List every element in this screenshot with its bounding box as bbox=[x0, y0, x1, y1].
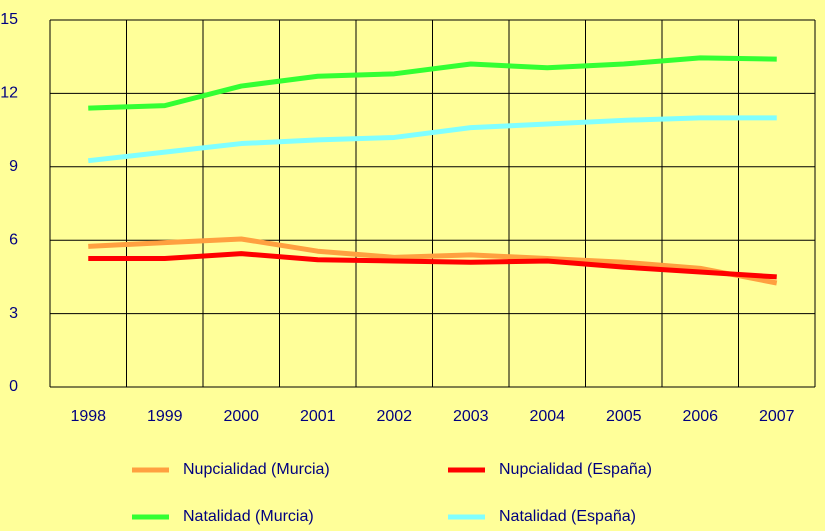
x-tick-label: 1999 bbox=[147, 408, 183, 425]
series-line bbox=[88, 251, 777, 280]
x-tick-label: 2002 bbox=[376, 408, 412, 425]
legend-label: Natalidad (España) bbox=[499, 508, 636, 525]
x-tick-label: 1998 bbox=[70, 408, 106, 425]
series-line bbox=[88, 55, 777, 111]
y-tick-label: 6 bbox=[9, 231, 18, 248]
series-line bbox=[88, 236, 778, 286]
x-tick-label: 2004 bbox=[529, 408, 565, 425]
x-tick-label: 2001 bbox=[300, 408, 336, 425]
legend-label: Nupcialidad (España) bbox=[499, 461, 652, 478]
x-tick-label: 2005 bbox=[606, 408, 642, 425]
x-tick-label: 2000 bbox=[223, 408, 259, 425]
x-tick-label: 2006 bbox=[682, 408, 718, 425]
y-tick-label: 12 bbox=[0, 85, 18, 102]
x-tick-label: 2003 bbox=[453, 408, 489, 425]
y-tick-label: 0 bbox=[9, 378, 18, 395]
y-tick-label: 15 bbox=[0, 11, 18, 28]
x-tick-label: 2007 bbox=[759, 408, 795, 425]
y-tick-label: 9 bbox=[9, 158, 18, 175]
series-line bbox=[87, 115, 777, 164]
legend-label: Nupcialidad (Murcia) bbox=[183, 461, 330, 478]
y-tick-label: 3 bbox=[9, 305, 18, 322]
legend-label: Natalidad (Murcia) bbox=[183, 508, 314, 525]
